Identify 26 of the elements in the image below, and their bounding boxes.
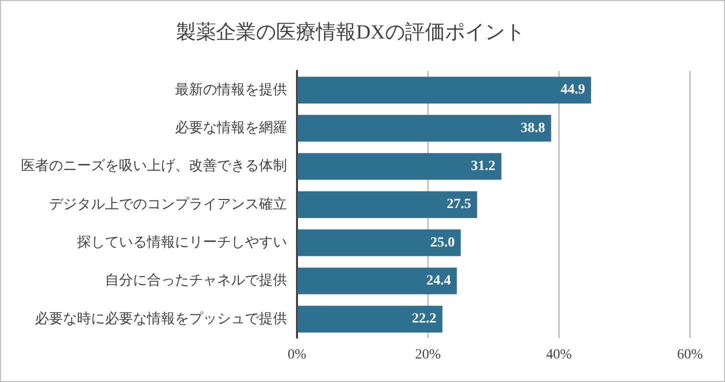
bar	[298, 229, 461, 256]
chart-title: 製薬企業の医療情報DXの評価ポイント	[176, 21, 525, 44]
data-label: 38.8	[520, 120, 546, 136]
x-tick-label: 60%	[677, 347, 704, 362]
y-tick-label: デジタル上でのコンプライアンス確立	[49, 196, 287, 212]
y-tick-label: 自分に合ったチャネルで提供	[105, 272, 287, 289]
y-tick-label: 最新の情報を提供	[175, 82, 287, 98]
x-tick-label: 0%	[288, 347, 307, 362]
x-tick-label: 20%	[415, 347, 442, 362]
bar	[298, 153, 502, 180]
y-tick-label: 必要な時に必要な情報をプッシュで提供	[35, 310, 287, 327]
data-label: 25.0	[430, 235, 455, 250]
data-label: 31.2	[470, 159, 496, 174]
bar	[298, 268, 457, 294]
data-label: 27.5	[446, 197, 472, 212]
x-tick-label: 40%	[546, 347, 572, 362]
data-label: 22.2	[412, 312, 436, 327]
bar	[298, 114, 552, 142]
y-tick-label: 必要な情報を網羅	[175, 120, 287, 136]
bar	[298, 191, 478, 218]
y-tick-label: 医者のニーズを吸い上げ、改善できる体制	[21, 157, 287, 174]
data-label: 44.9	[560, 82, 586, 98]
data-label: 24.4	[426, 274, 451, 289]
y-tick-label: 探している情報にリーチしやすい	[77, 234, 287, 250]
bar	[298, 76, 592, 104]
bar	[298, 306, 442, 332]
